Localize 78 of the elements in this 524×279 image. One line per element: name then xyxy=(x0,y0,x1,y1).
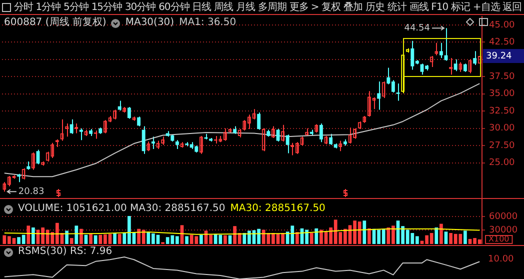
text: 历史 xyxy=(365,0,384,14)
bar xyxy=(74,226,78,244)
chart-title: RSMS(30) RS: 7.96 xyxy=(18,246,112,258)
candlestick xyxy=(257,112,261,130)
candlestick xyxy=(151,136,155,150)
candlestick xyxy=(377,80,381,110)
y-tick-label: 42.50 xyxy=(489,38,516,48)
candlestick xyxy=(329,133,333,146)
candlestick xyxy=(396,83,400,102)
y-tick-label: 37.50 xyxy=(489,72,516,82)
bar xyxy=(440,224,443,244)
bar xyxy=(113,232,116,244)
text: 39.24 xyxy=(486,51,512,62)
text: 周线 xyxy=(214,0,234,14)
bar xyxy=(464,230,467,244)
chart-title: VOLUME: 1051621.00 MA30: 2885167.50 xyxy=(18,203,226,215)
legend-title: MA30(30) xyxy=(125,17,174,29)
text: 15分钟 xyxy=(91,0,122,14)
text: 返回 xyxy=(502,0,522,14)
bar xyxy=(185,236,188,244)
y-tick-label: 45.00 xyxy=(489,20,516,30)
bar xyxy=(310,232,314,244)
candlestick xyxy=(286,134,290,154)
text: 60分钟 xyxy=(158,0,190,14)
y-tick-label: 30000 xyxy=(489,226,518,236)
bar xyxy=(70,238,74,244)
bar xyxy=(368,228,371,244)
text: 1分钟 xyxy=(36,0,61,14)
bar xyxy=(89,234,92,244)
y-tick-label: 32.50 xyxy=(489,106,516,116)
text: 统计 xyxy=(387,0,406,14)
annotation: 44.54 xyxy=(404,23,430,34)
candlestick xyxy=(439,42,443,59)
text: 复权 xyxy=(322,0,341,14)
text: 月线 xyxy=(236,0,255,14)
y-tick-label: 30.00 xyxy=(489,124,516,134)
text: 多周期 xyxy=(258,0,286,14)
text: 日线 xyxy=(192,0,212,14)
text: 5分钟 xyxy=(64,0,88,14)
y-tick-label: 35.00 xyxy=(489,89,516,100)
candlestick xyxy=(118,100,122,111)
bar xyxy=(314,228,318,244)
bar xyxy=(80,228,83,244)
text: F10 xyxy=(431,2,448,12)
text: 标记 xyxy=(451,0,470,14)
bar xyxy=(118,234,122,244)
bar xyxy=(32,227,35,244)
candlestick xyxy=(473,50,477,66)
annotation: 20.83 xyxy=(18,186,44,197)
text: 叠加 xyxy=(344,0,363,14)
candlestick xyxy=(137,116,141,127)
bar xyxy=(94,235,98,244)
bar xyxy=(26,226,30,244)
y-tick-label: 27.50 xyxy=(489,140,516,151)
text: 画线 xyxy=(409,0,428,14)
bar xyxy=(362,220,366,244)
text: 30分钟 xyxy=(124,0,156,14)
bar xyxy=(200,234,203,244)
candlestick xyxy=(127,106,131,120)
text: 更多 > xyxy=(289,1,319,14)
candlestick xyxy=(454,58,458,72)
bar xyxy=(434,227,438,244)
bar xyxy=(296,232,299,244)
text: 分时 xyxy=(14,0,33,14)
candlestick xyxy=(142,126,146,154)
bar xyxy=(65,230,68,244)
chart-title: 600887 (周线 前复权) xyxy=(4,17,106,29)
candlestick xyxy=(70,118,74,134)
bar xyxy=(444,232,448,244)
candlestick xyxy=(79,128,83,141)
bar xyxy=(224,235,227,244)
series-label: MA30: 2885167.50 xyxy=(230,203,326,215)
candlestick xyxy=(319,123,323,143)
y-tick-label: 25.00 xyxy=(489,158,516,168)
text: MA1: 36.50 xyxy=(179,17,236,29)
text: +自选 xyxy=(472,0,500,14)
text: 10.00 xyxy=(488,254,514,264)
y-tick-label: 60000 xyxy=(489,212,518,222)
